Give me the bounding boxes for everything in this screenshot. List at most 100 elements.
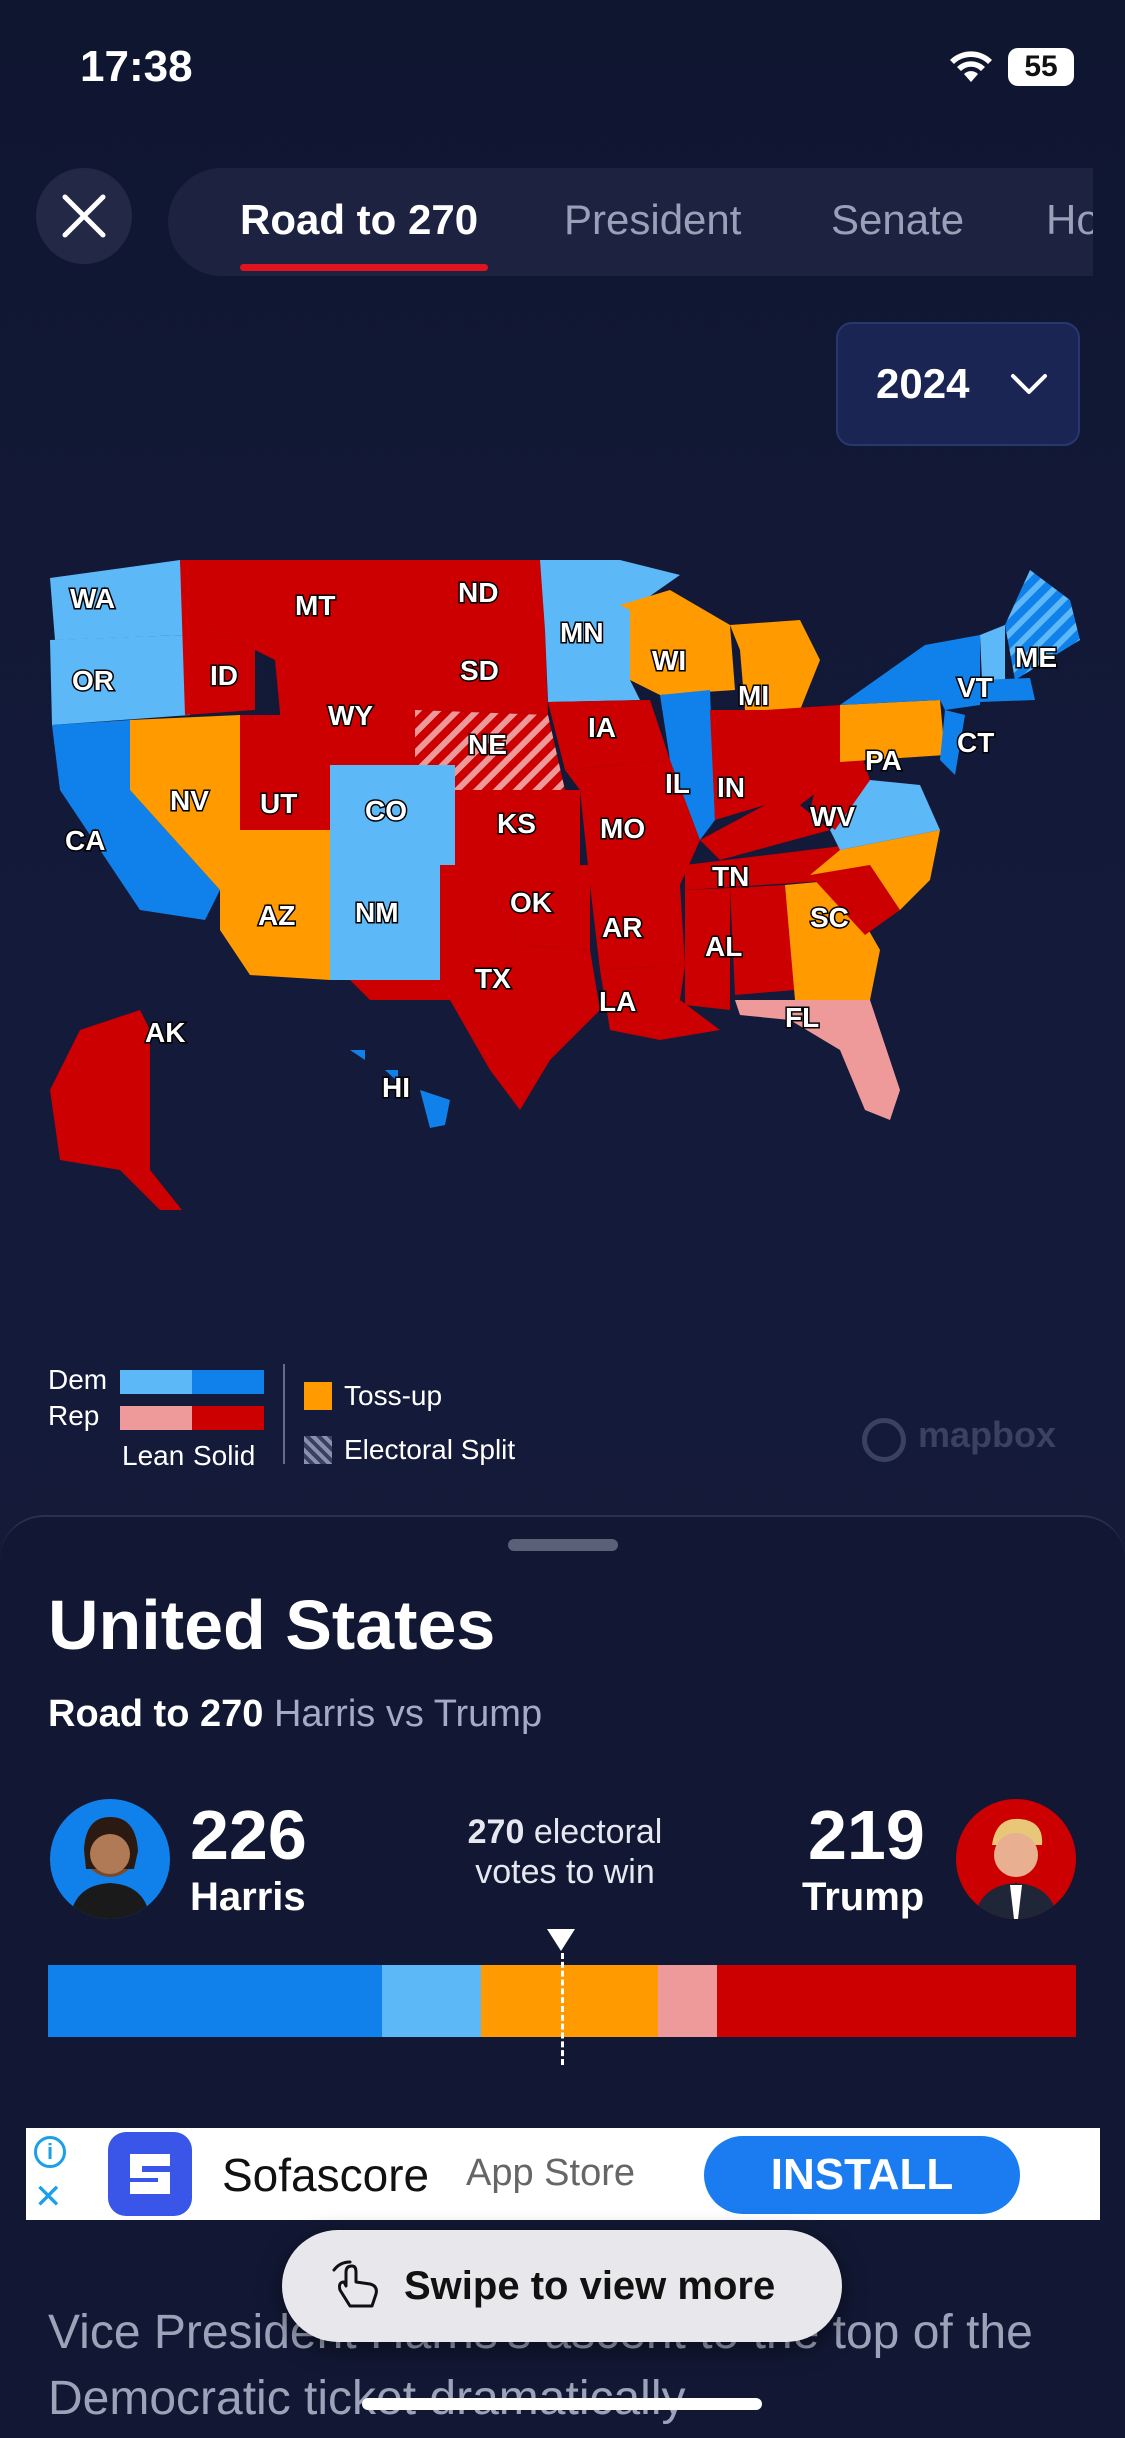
- close-ad-icon[interactable]: ✕: [34, 2178, 63, 2216]
- label-co: CO: [365, 795, 407, 826]
- label-nm: NM: [355, 897, 399, 928]
- state-mt[interactable]: [205, 560, 415, 660]
- state-nv[interactable]: [130, 715, 240, 890]
- state-wi[interactable]: [620, 590, 735, 695]
- win-text-2: votes to win: [475, 1853, 655, 1891]
- sheet-handle[interactable]: [508, 1539, 618, 1551]
- state-or[interactable]: [50, 635, 190, 725]
- label-tn: TN: [712, 861, 749, 892]
- state-sc[interactable]: [810, 865, 900, 935]
- tab-bar: Road to 270 President Senate Ho: [168, 168, 1093, 276]
- ad-banner[interactable]: i ✕ Sofascore App Store INSTALL: [26, 2128, 1100, 2220]
- win-text-1: electoral: [524, 1813, 663, 1851]
- legend-lean: Lean: [122, 1440, 185, 1471]
- label-sc: SC: [810, 902, 849, 933]
- state-ut[interactable]: [240, 715, 330, 830]
- legend-split: Electoral Split: [344, 1434, 516, 1465]
- state-ks[interactable]: [455, 790, 580, 865]
- state-nd[interactable]: [415, 560, 545, 630]
- state-ok[interactable]: [440, 865, 590, 950]
- state-al[interactable]: [730, 885, 795, 995]
- electoral-vote-bar: [48, 1965, 1076, 2037]
- close-button[interactable]: [36, 168, 132, 264]
- trump-avatar: [956, 1799, 1076, 1919]
- label-or: OR: [72, 665, 114, 696]
- electoral-map[interactable]: WA OR CA MT ID NV UT AZ WY CO NM ND SD N…: [20, 530, 1100, 1210]
- win-line: [561, 1953, 564, 2065]
- mapbox-attribution[interactable]: mapbox: [918, 1414, 1057, 1455]
- label-mo: MO: [600, 813, 645, 844]
- state-ia[interactable]: [548, 700, 670, 770]
- state-hi[interactable]: [350, 1050, 450, 1128]
- state-ny[interactable]: [840, 635, 980, 710]
- label-il: IL: [665, 768, 690, 799]
- swipe-to-view-more-button[interactable]: Swipe to view more: [282, 2230, 842, 2342]
- bar-segment-tossup: [480, 1965, 658, 2037]
- state-sd[interactable]: [415, 630, 548, 715]
- ad-store-label: App Store: [466, 2152, 635, 2194]
- install-button[interactable]: INSTALL: [704, 2136, 1020, 2214]
- state-wv[interactable]: [810, 750, 870, 830]
- trump-name: Trump: [802, 1875, 925, 1919]
- wifi-icon: [950, 51, 992, 82]
- state-wy[interactable]: [275, 660, 415, 765]
- label-sd: SD: [460, 655, 499, 686]
- harris-name: Harris: [190, 1875, 306, 1919]
- legend-divider: [283, 1364, 285, 1464]
- tab-house[interactable]: Ho: [1046, 196, 1093, 243]
- close-icon: [62, 194, 106, 238]
- sheet-subtitle: Road to 270 Harris vs Trump: [48, 1693, 542, 1736]
- state-tn[interactable]: [685, 845, 850, 890]
- state-nj[interactable]: [940, 710, 965, 775]
- label-al: AL: [705, 931, 742, 962]
- tab-senate[interactable]: Senate: [831, 196, 965, 243]
- state-mn[interactable]: [540, 560, 680, 702]
- state-nc[interactable]: [810, 830, 940, 910]
- state-me[interactable]: [1005, 570, 1080, 680]
- year-value: 2024: [876, 360, 970, 407]
- swatch-dem-solid: [192, 1370, 264, 1394]
- tab-road-to-270[interactable]: Road to 270: [240, 196, 479, 243]
- label-in: IN: [717, 772, 745, 803]
- home-indicator[interactable]: [362, 2398, 762, 2410]
- legend-rep: Rep: [48, 1400, 100, 1431]
- state-mo[interactable]: [565, 760, 700, 885]
- sheet-title: United States: [48, 1586, 496, 1664]
- state-wa[interactable]: [50, 560, 185, 640]
- swatch-rep-solid: [192, 1406, 264, 1430]
- label-ia: IA: [588, 712, 616, 743]
- state-tx[interactable]: [350, 890, 600, 1110]
- state-ne[interactable]: [415, 710, 565, 790]
- state-id[interactable]: [180, 560, 255, 715]
- state-ak[interactable]: [50, 1010, 190, 1210]
- win-number: 270: [467, 1813, 525, 1851]
- year-select[interactable]: 2024: [836, 322, 1080, 446]
- state-vt[interactable]: [980, 625, 1005, 680]
- label-hi: HI: [382, 1072, 410, 1103]
- state-la[interactable]: [600, 965, 720, 1040]
- tab-president[interactable]: President: [564, 196, 742, 243]
- state-ca[interactable]: [52, 720, 220, 920]
- ad-app-name: Sofascore: [222, 2149, 430, 2201]
- sofascore-icon: [130, 2154, 170, 2194]
- person-icon: [974, 1818, 1058, 1919]
- state-ma[interactable]: [980, 678, 1035, 702]
- state-co[interactable]: [330, 765, 455, 865]
- state-il[interactable]: [660, 690, 715, 840]
- state-fl[interactable]: [735, 1000, 900, 1120]
- info-icon[interactable]: i: [34, 2136, 66, 2168]
- state-in[interactable]: [710, 710, 765, 820]
- state-nm[interactable]: [330, 865, 440, 980]
- battery-icon: 55: [1008, 48, 1074, 86]
- label-ne: NE: [468, 729, 507, 760]
- label-la: LA: [599, 986, 636, 1017]
- label-wi: WI: [652, 645, 686, 676]
- state-mi[interactable]: [730, 620, 820, 710]
- state-ar[interactable]: [590, 885, 685, 970]
- state-pa[interactable]: [840, 700, 945, 762]
- label-mi: MI: [738, 680, 769, 711]
- state-az[interactable]: [220, 830, 330, 980]
- state-ky[interactable]: [700, 805, 830, 860]
- swatch-tossup: [304, 1382, 332, 1410]
- state-ms[interactable]: [685, 888, 730, 1010]
